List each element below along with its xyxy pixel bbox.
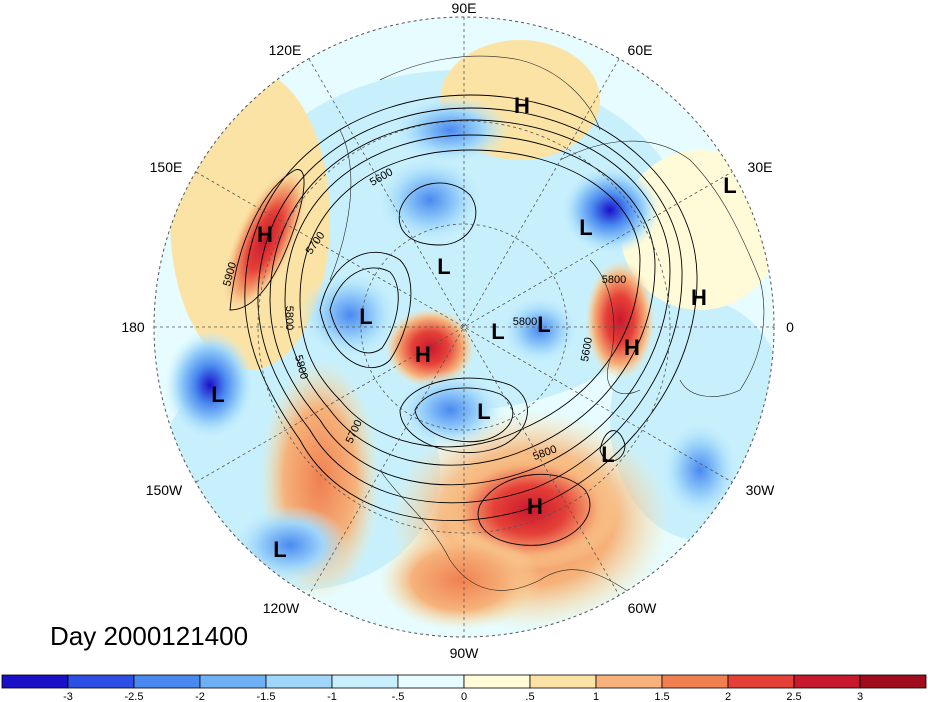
colorbar-tick-label: -2 — [195, 691, 205, 702]
lon-label: 30E — [748, 159, 773, 175]
contour-label: 5800 — [283, 306, 295, 330]
lon-label: 30W — [746, 482, 776, 498]
high-pressure-marker: H — [514, 93, 530, 118]
lon-label: 60W — [628, 600, 658, 616]
colorbar-swatch — [661, 674, 729, 689]
colorbar-tick-label: 2 — [725, 691, 731, 702]
colorbar-swatch — [463, 674, 531, 689]
lon-label: 150E — [150, 159, 183, 175]
colorbar-tick-label: 2.5 — [786, 691, 801, 702]
colorbar-tick-label: 3 — [857, 691, 863, 702]
colorbar-tick-label: -2.5 — [125, 691, 144, 702]
low-pressure-marker: L — [211, 382, 224, 407]
low-pressure-marker: L — [477, 399, 490, 424]
colorbar-swatch — [397, 674, 465, 689]
pressure-centers: H H L L L H L H L L L H H L L L L — [211, 93, 736, 562]
colorbar-swatch — [595, 674, 663, 689]
colorbar-tick-label: .5 — [525, 691, 534, 702]
colorbar-swatch — [793, 674, 861, 689]
coastlines — [329, 55, 765, 601]
low-pressure-marker: L — [537, 312, 550, 337]
colorbar-tick-label: -1.5 — [257, 691, 276, 702]
lon-label: 120E — [269, 42, 302, 58]
low-pressure-marker: L — [491, 319, 504, 344]
colorbar-tick-label: -1 — [327, 691, 337, 702]
high-pressure-marker: H — [257, 222, 273, 247]
colorbar-swatch — [1, 674, 69, 689]
contour-label: 5600 — [579, 336, 595, 362]
lon-label: 90E — [452, 0, 477, 16]
colorbar-tick-label: 1 — [593, 691, 599, 702]
colorbar-swatch — [67, 674, 135, 689]
lon-label: 90W — [450, 645, 480, 661]
high-pressure-marker: H — [691, 285, 707, 310]
colorbar: -3 -2.5 -2 -1.5 -1 -.5 0 .5 1 1.5 2 2.5 3 — [1, 674, 927, 702]
low-pressure-marker: L — [579, 215, 592, 240]
colorbar-swatch — [331, 674, 399, 689]
colorbar-tick-label: -3 — [63, 691, 73, 702]
colorbar-swatch — [133, 674, 201, 689]
contour-label: 5800 — [602, 274, 626, 286]
anomaly-field — [154, 17, 774, 637]
lon-label: 150W — [146, 482, 183, 498]
day-label: Day 2000121400 — [50, 621, 248, 651]
colorbar-swatch — [529, 674, 597, 689]
lon-label: 60E — [628, 42, 653, 58]
height-contours — [229, 94, 698, 546]
colorbar-swatch — [265, 674, 333, 689]
map-boundary — [153, 16, 775, 638]
low-pressure-marker: L — [359, 304, 372, 329]
colorbar-swatch — [859, 674, 927, 689]
lon-label: 180 — [121, 319, 145, 335]
high-pressure-marker: H — [624, 335, 640, 360]
longitude-labels: 90E 60E 30E 0 30W 60W 90W 120W 150W 180 … — [121, 0, 794, 661]
colorbar-swatch — [727, 674, 795, 689]
lon-label: 120W — [263, 600, 300, 616]
low-pressure-marker: L — [437, 254, 450, 279]
graticule — [154, 17, 774, 637]
high-pressure-marker: H — [415, 342, 431, 367]
high-pressure-marker: H — [527, 494, 543, 519]
colorbar-swatch — [199, 674, 267, 689]
colorbar-tick-label: -.5 — [392, 691, 405, 702]
low-pressure-marker: L — [723, 173, 736, 198]
colorbar-tick-label: 0 — [461, 691, 467, 702]
low-pressure-marker: L — [601, 442, 614, 467]
lon-label: 0 — [786, 319, 794, 335]
low-pressure-marker: L — [273, 537, 286, 562]
colorbar-tick-label: 1.5 — [654, 691, 669, 702]
contour-label: 5800 — [513, 316, 537, 328]
